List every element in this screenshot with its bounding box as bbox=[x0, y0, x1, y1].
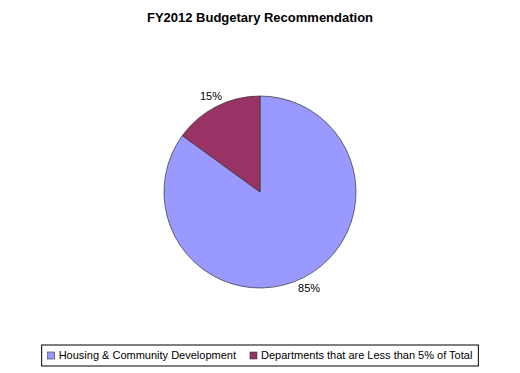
legend: Housing & Community Development Departmen… bbox=[42, 345, 479, 366]
chart: FY2012 Budgetary Recommendation 85% 15% Hou… bbox=[0, 0, 520, 373]
data-label: 85% bbox=[298, 282, 320, 294]
legend-label: Housing & Community Development bbox=[59, 349, 236, 361]
legend-item: Departments that are Less than 5% of Tot… bbox=[250, 349, 472, 361]
data-labels: 85% 15% bbox=[200, 90, 320, 294]
legend-label: Departments that are Less than 5% of Tot… bbox=[261, 349, 472, 361]
legend-swatch bbox=[250, 352, 257, 359]
pie bbox=[164, 96, 356, 288]
data-label: 15% bbox=[200, 90, 222, 102]
legend-swatch bbox=[48, 352, 55, 359]
slice bbox=[182, 96, 260, 192]
legend-item: Housing & Community Development bbox=[48, 349, 236, 361]
legend-box bbox=[42, 345, 479, 366]
title: FY2012 Budgetary Recommendation bbox=[147, 10, 373, 25]
slice bbox=[164, 96, 356, 288]
